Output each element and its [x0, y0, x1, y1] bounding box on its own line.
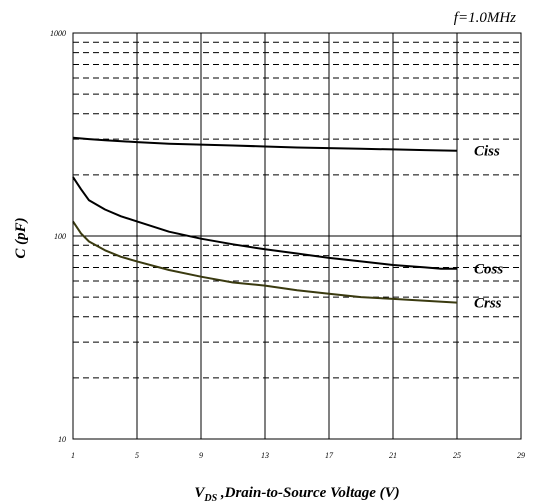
x-tick-label: 13 — [261, 451, 269, 460]
tick-labels: 1 5 9 13 17 21 25 29 10 100 1000 — [50, 29, 525, 460]
series-line-coss — [72, 176, 457, 270]
y-tick-label: 10 — [58, 435, 66, 444]
series-labels: Ciss Coss Crss — [474, 144, 503, 312]
y-tick-label: 1000 — [50, 29, 66, 38]
plot-frame — [72, 32, 522, 440]
series-label-coss: Coss — [474, 262, 503, 278]
x-axis-title-rest: ,Drain-to-Source Voltage (V) — [217, 485, 400, 501]
series-line-crss — [72, 220, 458, 304]
x-axis-title-subscript: DS — [203, 493, 217, 504]
frequency-annotation: f=1.0MHz — [454, 10, 516, 26]
series-label-ciss: Ciss — [474, 144, 500, 160]
x-tick-label: 5 — [135, 451, 139, 460]
x-axis-title: VDS ,Drain-to-Source Voltage (V) — [194, 485, 399, 504]
x-tick-label: 25 — [453, 451, 461, 460]
series-line-ciss — [72, 136, 458, 152]
series-label-crss: Crss — [474, 296, 502, 312]
x-tick-label: 1 — [71, 451, 75, 460]
x-axis-title-main: V — [194, 485, 206, 501]
x-tick-label: 29 — [517, 451, 525, 460]
x-tick-label: 9 — [199, 451, 203, 460]
series-lines — [72, 136, 458, 304]
x-tick-label: 17 — [325, 451, 334, 460]
y-axis-title: C (pF) — [13, 217, 29, 258]
x-tick-label: 21 — [389, 451, 397, 460]
grid-lines — [73, 33, 521, 439]
y-tick-label: 100 — [54, 232, 66, 241]
